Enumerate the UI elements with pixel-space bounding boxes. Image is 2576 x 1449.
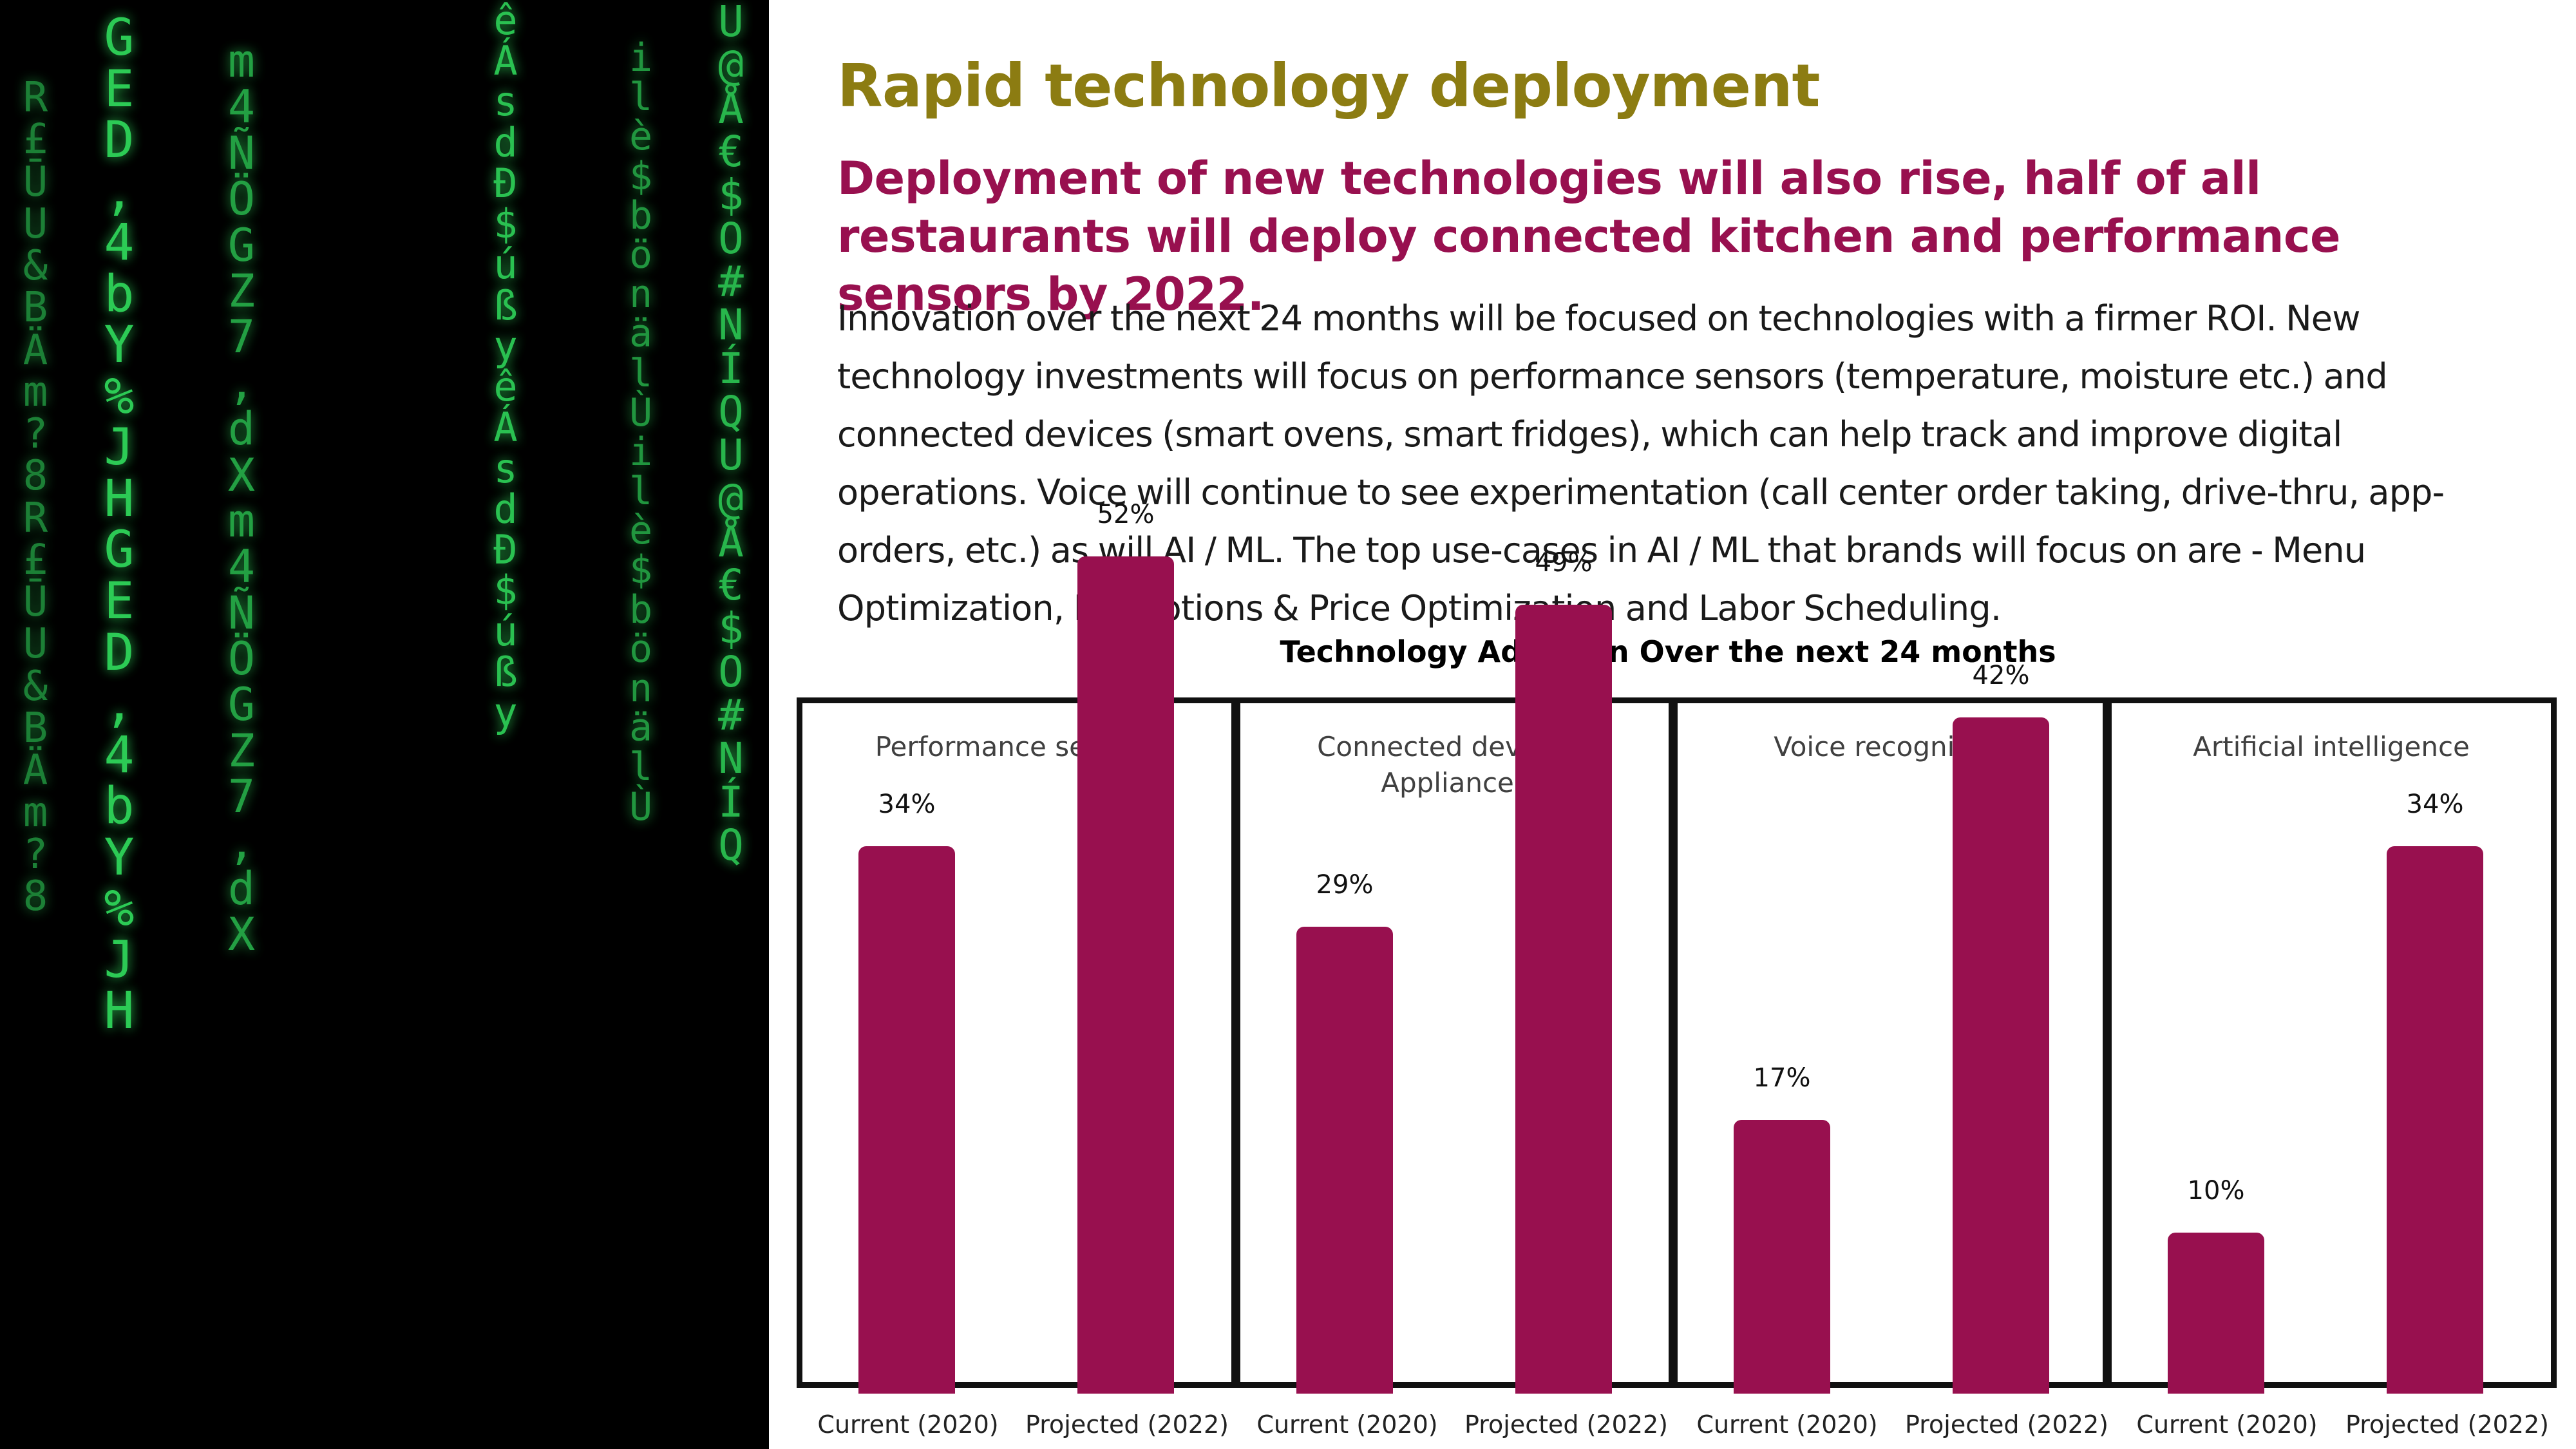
chart-panel: Connected devices / Appliances (1235, 697, 1674, 1388)
panel-title: Performance sensors (875, 731, 1159, 762)
category-label: Projected (2022) (1464, 1410, 1668, 1439)
page-subtitle: Deployment of new technologies will also… (837, 152, 2340, 321)
category-label: Current (2020) (2136, 1410, 2318, 1439)
chart-panel: Artificial intelligence (2106, 697, 2557, 1388)
category-label: Current (2020) (1696, 1410, 1878, 1439)
matrix-glyph-column: U @ Å € $ O # N Í Q U @ Å € $ O # N Í Q (718, 0, 744, 870)
panel-title: Artificial intelligence (2193, 731, 2470, 762)
matrix-glyph-column: i l è $ b ö n ä l Ù i l è $ b ö n ä l Ù (629, 35, 653, 829)
category-label: Projected (2022) (1905, 1410, 2108, 1439)
matrix-glyph-column: ê Á s d Ð $ ú ß y ê Á s d Ð $ ú ß y (493, 0, 518, 736)
category-label: Projected (2022) (2345, 1410, 2549, 1439)
matrix-glyph-column: G E D , 4 b Y % J H G E D , 4 b Y % J H (104, 9, 135, 1041)
panel-title: Voice recognition (1774, 731, 2007, 762)
page-title: Rapid technology deployment (837, 52, 1820, 120)
category-label: Current (2020) (1256, 1410, 1438, 1439)
chart-panel: Performance sensors (797, 697, 1237, 1388)
category-label: Projected (2022) (1025, 1410, 1229, 1439)
matrix-glyph-column: R £ Ū U & B Ä m ? 8 R £ Ū U & B Ä m ? 8 (23, 74, 48, 921)
panel-title: Connected devices / Appliances (1317, 731, 1592, 799)
category-label: Current (2020) (817, 1410, 999, 1439)
chart-title: Technology Adoption Over the next 24 mon… (1280, 634, 2056, 669)
matrix-glyph-column: m 4 Ñ Ö G Z 7 , d X m 4 Ñ Ö G Z 7 , d X (227, 35, 256, 961)
body-paragraph: Innovation over the next 24 months will … (837, 298, 2445, 629)
chart-panel: Voice recognition (1672, 697, 2108, 1388)
matrix-code-image: G E D , 4 b Y % J H G E D , 4 b Y % J H m… (0, 0, 769, 1449)
